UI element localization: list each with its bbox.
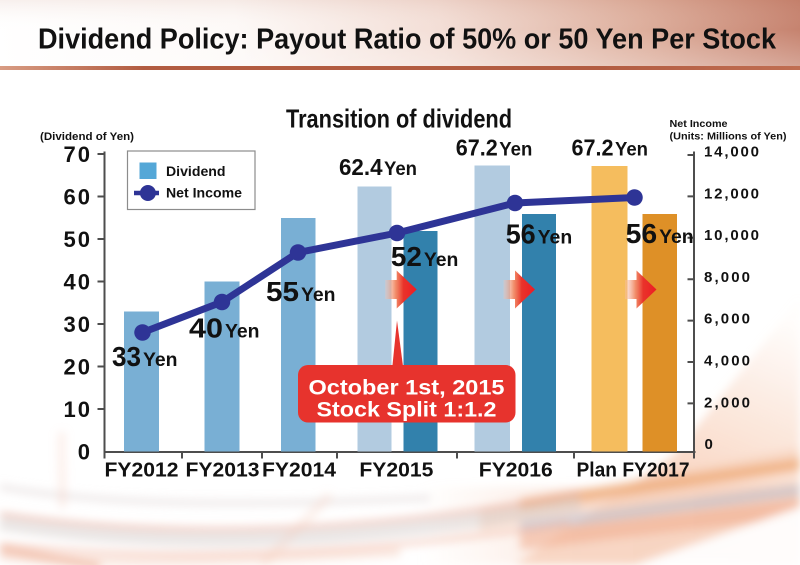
svg-text:14,000: 14,000 [704, 144, 759, 161]
svg-text:2,000: 2,000 [704, 394, 750, 411]
svg-text:FY2015: FY2015 [359, 460, 433, 482]
svg-text:FY2012: FY2012 [105, 460, 179, 482]
svg-text:4,000: 4,000 [704, 353, 750, 370]
svg-text:FY2016: FY2016 [479, 460, 553, 482]
svg-text:10,000: 10,000 [704, 227, 759, 244]
svg-text:FY2014: FY2014 [262, 460, 337, 482]
svg-text:Plan FY2017: Plan FY2017 [577, 460, 690, 482]
svg-text:Stock Split 1:1.2: Stock Split 1:1.2 [317, 398, 497, 422]
svg-text:70: 70 [64, 142, 92, 167]
svg-text:Dividend: Dividend [166, 163, 226, 179]
svg-text:0: 0 [78, 440, 92, 465]
svg-text:50: 50 [64, 227, 92, 252]
svg-text:62.4Yen: 62.4Yen [339, 154, 417, 180]
svg-text:Transition of dividend: Transition of dividend [286, 104, 512, 134]
svg-text:0: 0 [705, 436, 713, 453]
svg-text:12,000: 12,000 [704, 185, 759, 202]
svg-text:60: 60 [64, 185, 92, 210]
svg-text:20: 20 [64, 355, 92, 380]
svg-text:Dividend Policy: Payout Ratio: Dividend Policy: Payout Ratio of 50% or … [38, 24, 777, 56]
svg-text:October 1st, 2015: October 1st, 2015 [309, 376, 505, 400]
svg-text:40: 40 [64, 270, 92, 295]
svg-text:8,000: 8,000 [704, 269, 750, 286]
svg-text:(Units: Millions of Yen): (Units: Millions of Yen) [670, 131, 787, 143]
svg-text:FY2013: FY2013 [186, 460, 260, 482]
svg-text:Net Income: Net Income [670, 118, 728, 130]
svg-text:30: 30 [64, 312, 92, 337]
svg-text:Net Income: Net Income [166, 185, 242, 201]
svg-text:10: 10 [64, 397, 92, 422]
svg-text:(Dividend of Yen): (Dividend of Yen) [40, 131, 134, 143]
svg-text:67.2Yen: 67.2Yen [572, 134, 649, 160]
svg-text:67.2Yen: 67.2Yen [456, 134, 533, 160]
svg-text:6,000: 6,000 [704, 311, 750, 328]
